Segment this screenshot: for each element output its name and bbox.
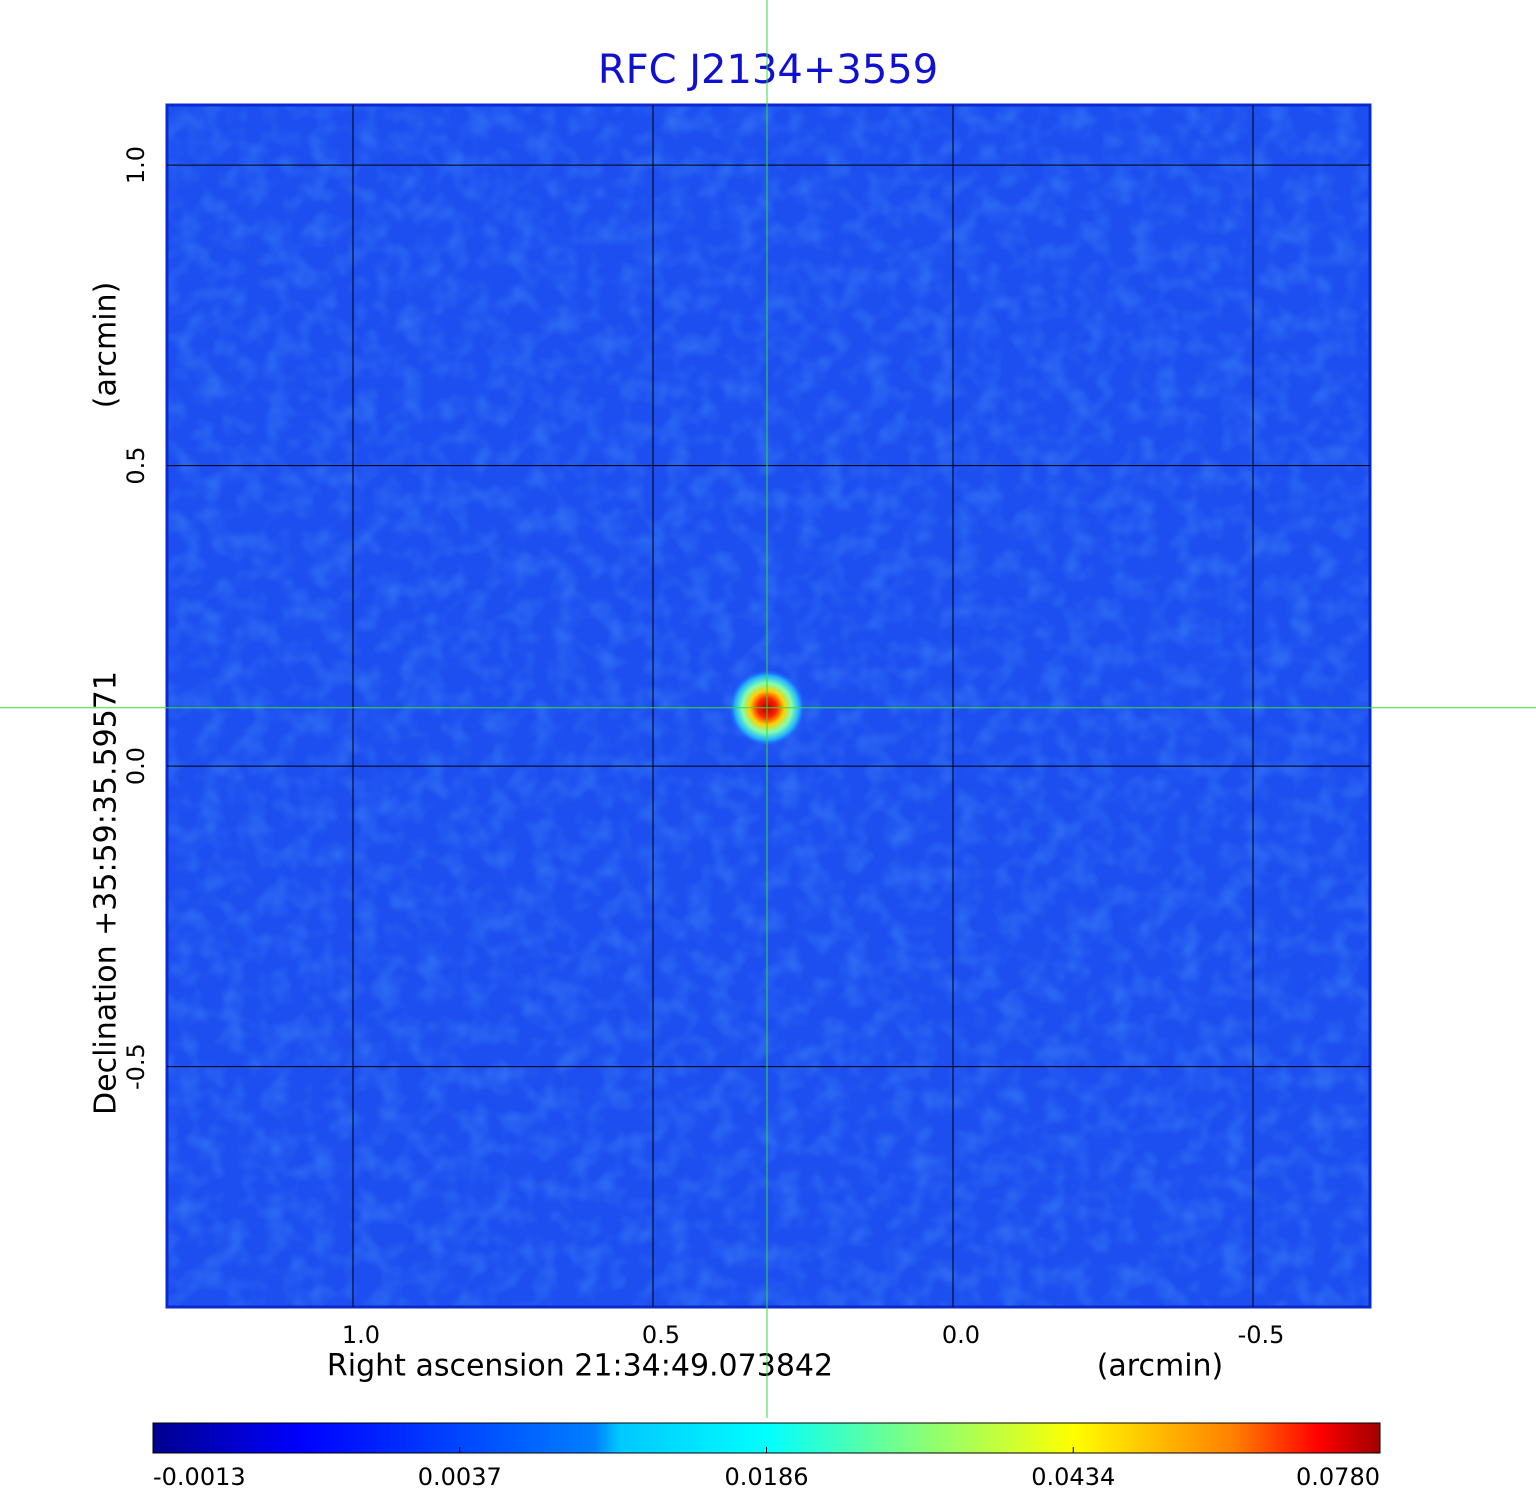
y-tick-label: -0.5 (122, 1043, 150, 1090)
y-tick-label: 0.5 (122, 447, 150, 485)
colorbar-tick-label: 0.0434 (1031, 1463, 1115, 1491)
colorbar-tick-label: 0.0186 (725, 1463, 809, 1491)
plot-area (165, 103, 1372, 1309)
y-tick-label: 0.0 (122, 747, 150, 785)
x-tick-label: -0.5 (1238, 1321, 1285, 1349)
x-axis-unit: (arcmin) (1097, 1349, 1224, 1384)
colorbar-tick-label: 0.0780 (1296, 1463, 1380, 1491)
y-tick-label: 1.0 (122, 146, 150, 184)
colorbar-tick-label: -0.0013 (153, 1463, 246, 1491)
colorbar-tick-label: 0.0037 (418, 1463, 502, 1491)
y-axis-unit: (arcmin) (89, 282, 124, 409)
x-tick-label: 1.0 (342, 1321, 380, 1349)
x-tick-label: 0.5 (642, 1321, 680, 1349)
y-axis-label: Declination +35:59:35.59571 (89, 671, 124, 1115)
chart-title: RFC J2134+3559 (598, 47, 938, 93)
x-tick-label: 0.0 (942, 1321, 980, 1349)
image-border (165, 103, 1372, 1309)
x-axis-label: Right ascension 21:34:49.073842 (327, 1349, 833, 1384)
